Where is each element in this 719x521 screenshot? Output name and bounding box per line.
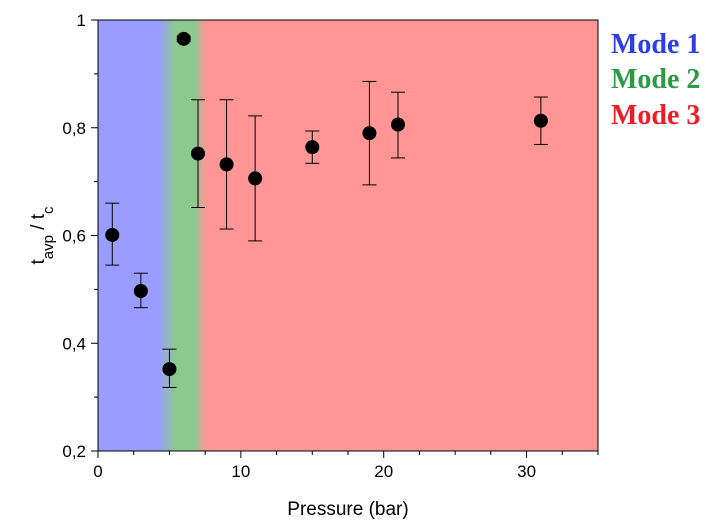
data-point: [391, 117, 405, 132]
data-point: [191, 146, 205, 161]
axis-ticks: [91, 19, 599, 458]
data-points: [105, 31, 548, 377]
x-tick-label: 10: [231, 462, 250, 481]
axis-tick-labels: 0 10 20 30 0,2 0,4 0,6 0,8 1: [62, 11, 536, 481]
y-axis-title-separator: /: [28, 219, 49, 235]
data-point: [305, 140, 320, 155]
y-tick-label: 0,8: [62, 119, 86, 138]
legend-mode-1: Mode 1: [611, 29, 700, 60]
data-point: [533, 113, 548, 128]
legend-mode-2: Mode 2: [611, 64, 700, 95]
y-tick-label: 0,2: [62, 442, 86, 461]
y-tick-label: 1: [77, 11, 86, 30]
data-point: [133, 283, 148, 298]
data-point: [162, 362, 177, 377]
y-axis-title-main-sub: avp: [40, 235, 57, 259]
legend-mode-3: Mode 3: [611, 100, 700, 131]
y-tick-label: 0,4: [62, 334, 86, 353]
data-point: [362, 126, 377, 141]
y-tick-label: 0,6: [62, 227, 86, 246]
data-point: [219, 157, 234, 172]
x-tick-label: 20: [374, 462, 393, 481]
y-axis-title-ref: t: [28, 213, 49, 219]
plot-background: [98, 20, 598, 451]
y-axis-title-main: t: [28, 259, 49, 265]
x-tick-label: 0: [93, 462, 102, 481]
data-point: [105, 227, 120, 242]
y-axis-title: tavp / tc: [28, 206, 57, 265]
data-point: [176, 31, 191, 46]
data-point: [248, 171, 263, 186]
y-axis-title-ref-sub: c: [40, 206, 57, 214]
x-tick-label: 30: [517, 462, 536, 481]
x-axis-title: Pressure (bar): [287, 499, 408, 520]
